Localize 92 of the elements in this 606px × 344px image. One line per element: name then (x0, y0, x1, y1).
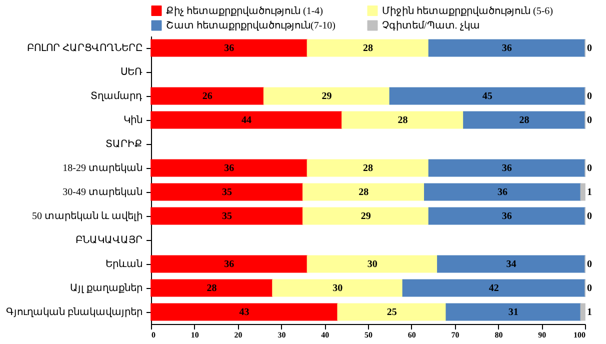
bar (580, 183, 586, 201)
data-label: 36 (502, 43, 512, 54)
data-label: 31 (508, 307, 518, 318)
x-tick-label: 10 (190, 330, 199, 340)
y-tick-label: 30-49 տարեկան (62, 187, 142, 198)
data-label: 36 (224, 43, 234, 54)
bar (150, 303, 338, 321)
data-label: 28 (363, 163, 373, 174)
bar (150, 159, 308, 177)
bar (306, 255, 438, 273)
data-label: 1 (587, 307, 592, 318)
x-tick-label: 60 (408, 330, 416, 340)
bar (342, 111, 464, 129)
data-label: 36 (224, 259, 234, 270)
data-label: 25 (386, 307, 397, 318)
data-label: 35 (222, 187, 232, 198)
data-label: 28 (358, 187, 369, 198)
bar (272, 279, 404, 297)
x-tick-label: 80 (494, 330, 503, 340)
data-label: 28 (398, 115, 408, 126)
bar (337, 303, 447, 321)
data-label: 43 (239, 307, 250, 318)
x-tick-label: 0 (152, 330, 156, 340)
bar (150, 279, 273, 297)
legend-label: Միջին հետաքրքրվածություն (5-6) (382, 6, 553, 17)
data-label: 30 (367, 259, 378, 270)
bar (150, 207, 304, 225)
data-label: 30 (332, 283, 343, 294)
data-label: 36 (224, 163, 234, 174)
y-tick-label: Կին (124, 115, 142, 126)
y-tick-label: ՍԵՌ (120, 67, 142, 78)
data-label: 36 (498, 187, 508, 198)
bar (389, 87, 586, 105)
data-label: 29 (360, 211, 371, 222)
x-tick-label: 30 (278, 330, 286, 340)
bar (150, 111, 342, 129)
bar (428, 39, 586, 57)
data-label: 0 (587, 163, 592, 174)
data-label: 44 (241, 115, 252, 126)
y-tick-label: ԲՈԼՈՐ ՀԱՐՑՎՈՂՆԵՐԸ (27, 43, 142, 54)
data-label: 26 (202, 91, 212, 102)
bar (150, 39, 308, 57)
bar (302, 183, 425, 201)
bar (302, 207, 430, 225)
x-tick-label: 20 (234, 330, 242, 340)
data-label: 45 (482, 91, 492, 102)
y-tick-label: Տղամարդ (90, 91, 142, 102)
y-tick-label: ԲՆԱԿԱՎԱՅՐ (76, 235, 142, 246)
data-label: 36 (502, 211, 512, 222)
data-label: 29 (322, 91, 332, 102)
bar (306, 159, 430, 177)
y-tick-label: Գյուղական բնակավայրեր (6, 307, 142, 318)
data-label: 28 (519, 115, 530, 126)
bar (463, 111, 586, 129)
bar (150, 87, 264, 105)
legend-label: Չգիտեմ/Պատ. չկա (382, 20, 480, 32)
y-tick-label: 50 տարեկան և ավելի (32, 211, 142, 222)
data-label: 28 (206, 283, 217, 294)
bar (150, 183, 304, 201)
data-label: 0 (587, 43, 592, 54)
bar (402, 279, 586, 297)
data-label: 36 (502, 163, 512, 174)
data-label: 0 (587, 211, 592, 222)
x-tick-label: 40 (321, 330, 330, 340)
bar (424, 183, 582, 201)
data-label: 28 (363, 43, 373, 54)
data-label: 35 (222, 211, 232, 222)
bar (446, 303, 582, 321)
bar (263, 87, 390, 105)
x-tick-label: 70 (451, 330, 460, 340)
data-label: 0 (587, 91, 592, 102)
x-tick-label: 100 (574, 330, 586, 340)
y-tick-label: ՏԱՐԻՔ (106, 139, 142, 150)
bar (428, 207, 586, 225)
data-label: 42 (488, 283, 499, 294)
bar (428, 159, 586, 177)
bar (150, 255, 308, 273)
data-label: 0 (587, 115, 592, 126)
bar (306, 39, 430, 57)
data-label: 0 (587, 259, 592, 270)
legend-label: Շատ հետաքրքրվածություն(7-10) (166, 20, 336, 32)
bar (580, 303, 586, 321)
data-label: 0 (587, 283, 592, 294)
data-label: 1 (587, 187, 592, 198)
bar (437, 255, 586, 273)
y-tick-label: Երևան (106, 259, 142, 270)
legend-label: Քիչ հետաքրքրվածություն (1-4) (166, 6, 323, 17)
x-tick-label: 90 (538, 330, 546, 340)
y-tick-label: Այլ քաղաքներ (70, 283, 142, 294)
x-tick-label: 50 (364, 330, 372, 340)
data-label: 34 (506, 259, 516, 270)
y-tick-label: 18-29 տարեկան (62, 163, 142, 174)
